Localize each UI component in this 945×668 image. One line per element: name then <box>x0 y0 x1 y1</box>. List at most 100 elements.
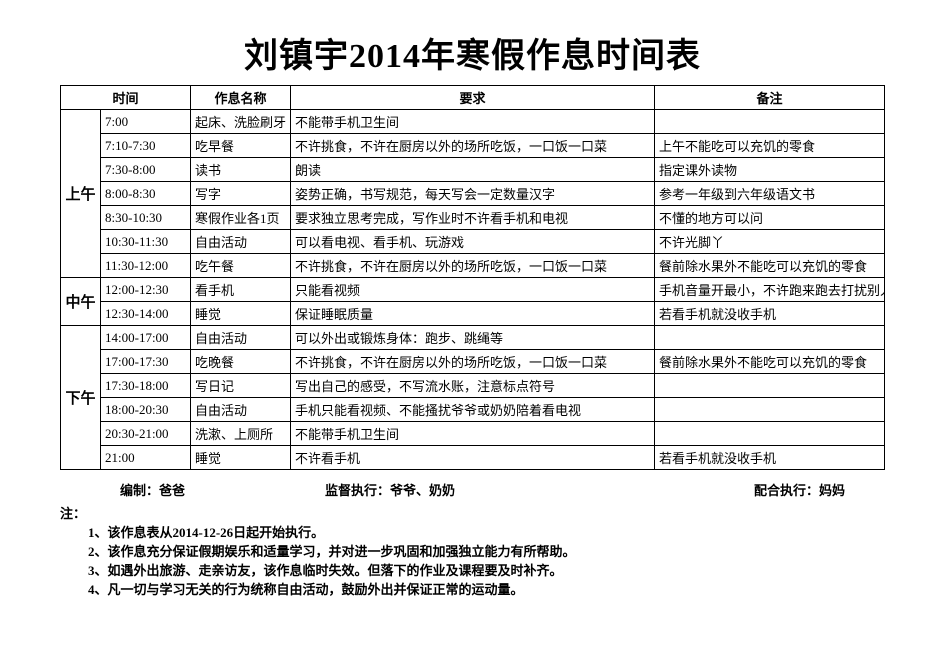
col-note: 备注 <box>655 86 885 110</box>
col-req: 要求 <box>291 86 655 110</box>
supervisor-value: 爷爷、奶奶 <box>390 483 455 498</box>
editor-value: 爸爸 <box>159 483 185 498</box>
period-cell: 上午 <box>61 110 101 278</box>
table-header-row: 时间 作息名称 要求 备注 <box>61 86 885 110</box>
name-cell: 睡觉 <box>191 446 291 470</box>
name-cell: 自由活动 <box>191 230 291 254</box>
time-cell: 11:30-12:00 <box>101 254 191 278</box>
note-cell <box>655 422 885 446</box>
table-row: 12:30-14:00睡觉保证睡眠质量若看手机就没收手机 <box>61 302 885 326</box>
req-cell: 手机只能看视频、不能搔扰爷爷或奶奶陪着看电视 <box>291 398 655 422</box>
table-row: 17:30-18:00写日记写出自己的感受，不写流水账，注意标点符号 <box>61 374 885 398</box>
note-cell: 参考一年级到六年级语文书 <box>655 182 885 206</box>
name-cell: 吃晚餐 <box>191 350 291 374</box>
note-cell <box>655 398 885 422</box>
note-cell: 餐前除水果外不能吃可以充饥的零食 <box>655 350 885 374</box>
name-cell: 看手机 <box>191 278 291 302</box>
note-cell: 不许光脚丫 <box>655 230 885 254</box>
req-cell: 不能带手机卫生间 <box>291 110 655 134</box>
table-row: 8:00-8:30写字姿势正确，书写规范，每天写会一定数量汉字参考一年级到六年级… <box>61 182 885 206</box>
note-cell <box>655 326 885 350</box>
time-cell: 8:30-10:30 <box>101 206 191 230</box>
req-cell: 写出自己的感受，不写流水账，注意标点符号 <box>291 374 655 398</box>
req-cell: 要求独立思考完成，写作业时不许看手机和电视 <box>291 206 655 230</box>
table-row: 18:00-20:30自由活动手机只能看视频、不能搔扰爷爷或奶奶陪着看电视 <box>61 398 885 422</box>
note-cell: 若看手机就没收手机 <box>655 302 885 326</box>
table-row: 下午14:00-17:00自由活动可以外出或锻炼身体：跑步、跳绳等 <box>61 326 885 350</box>
name-cell: 洗漱、上厕所 <box>191 422 291 446</box>
table-row: 7:10-7:30吃早餐不许挑食，不许在厨房以外的场所吃饭，一口饭一口菜上午不能… <box>61 134 885 158</box>
table-row: 10:30-11:30自由活动可以看电视、看手机、玩游戏不许光脚丫 <box>61 230 885 254</box>
note-cell: 手机音量开最小，不许跑来跑去打扰别人 <box>655 278 885 302</box>
note-cell <box>655 374 885 398</box>
req-cell: 不许挑食，不许在厨房以外的场所吃饭，一口饭一口菜 <box>291 254 655 278</box>
name-cell: 吃早餐 <box>191 134 291 158</box>
editor-label: 编制： <box>120 483 159 498</box>
period-cell: 下午 <box>61 326 101 470</box>
page-title: 刘镇宇2014年寒假作息时间表 <box>60 28 885 77</box>
assist-label: 配合执行： <box>754 483 819 498</box>
supervisor-segment: 监督执行：爷爷、奶奶 <box>325 480 455 499</box>
name-cell: 写字 <box>191 182 291 206</box>
table-row: 上午7:00起床、洗脸刷牙不能带手机卫生间 <box>61 110 885 134</box>
page: 刘镇宇2014年寒假作息时间表 时间 作息名称 要求 备注 上午7:00起床、洗… <box>0 0 945 668</box>
note-line: 1、该作息表从2014-12-26日起开始执行。 <box>88 522 885 541</box>
name-cell: 读书 <box>191 158 291 182</box>
req-cell: 只能看视频 <box>291 278 655 302</box>
req-cell: 不许挑食，不许在厨房以外的场所吃饭，一口饭一口菜 <box>291 350 655 374</box>
note-cell: 若看手机就没收手机 <box>655 446 885 470</box>
table-row: 21:00睡觉不许看手机若看手机就没收手机 <box>61 446 885 470</box>
time-cell: 12:30-14:00 <box>101 302 191 326</box>
note-cell: 上午不能吃可以充饥的零食 <box>655 134 885 158</box>
name-cell: 睡觉 <box>191 302 291 326</box>
col-time: 时间 <box>61 86 191 110</box>
time-cell: 20:30-21:00 <box>101 422 191 446</box>
name-cell: 寒假作业各1页 <box>191 206 291 230</box>
note-cell: 不懂的地方可以问 <box>655 206 885 230</box>
name-cell: 起床、洗脸刷牙 <box>191 110 291 134</box>
req-cell: 不许看手机 <box>291 446 655 470</box>
note-cell: 餐前除水果外不能吃可以充饥的零食 <box>655 254 885 278</box>
table-row: 8:30-10:30寒假作业各1页要求独立思考完成，写作业时不许看手机和电视不懂… <box>61 206 885 230</box>
table-row: 17:00-17:30吃晚餐不许挑食，不许在厨房以外的场所吃饭，一口饭一口菜餐前… <box>61 350 885 374</box>
time-cell: 14:00-17:00 <box>101 326 191 350</box>
req-cell: 不许挑食，不许在厨房以外的场所吃饭，一口饭一口菜 <box>291 134 655 158</box>
table-row: 7:30-8:00读书朗读指定课外读物 <box>61 158 885 182</box>
col-name: 作息名称 <box>191 86 291 110</box>
notes-block: 注： 1、该作息表从2014-12-26日起开始执行。2、该作息充分保证假期娱乐… <box>60 503 885 598</box>
req-cell: 朗读 <box>291 158 655 182</box>
time-cell: 18:00-20:30 <box>101 398 191 422</box>
note-line: 4、凡一切与学习无关的行为统称自由活动，鼓励外出并保证正常的运动量。 <box>88 579 885 598</box>
name-cell: 吃午餐 <box>191 254 291 278</box>
req-cell: 可以外出或锻炼身体：跑步、跳绳等 <box>291 326 655 350</box>
req-cell: 姿势正确，书写规范，每天写会一定数量汉字 <box>291 182 655 206</box>
time-cell: 7:30-8:00 <box>101 158 191 182</box>
table-row: 中午12:00-12:30看手机只能看视频手机音量开最小，不许跑来跑去打扰别人 <box>61 278 885 302</box>
name-cell: 自由活动 <box>191 326 291 350</box>
assist-segment: 配合执行：妈妈 <box>754 480 845 499</box>
req-cell: 不能带手机卫生间 <box>291 422 655 446</box>
supervisor-label: 监督执行： <box>325 483 390 498</box>
note-cell <box>655 110 885 134</box>
time-cell: 7:10-7:30 <box>101 134 191 158</box>
time-cell: 7:00 <box>101 110 191 134</box>
footer-line: 编制：爸爸 监督执行：爷爷、奶奶 配合执行：妈妈 <box>60 480 885 499</box>
schedule-table: 时间 作息名称 要求 备注 上午7:00起床、洗脸刷牙不能带手机卫生间7:10-… <box>60 85 885 470</box>
note-line: 3、如遇外出旅游、走亲访友，该作息临时失效。但落下的作业及课程要及时补齐。 <box>88 560 885 579</box>
req-cell: 保证睡眠质量 <box>291 302 655 326</box>
time-cell: 10:30-11:30 <box>101 230 191 254</box>
time-cell: 8:00-8:30 <box>101 182 191 206</box>
note-line: 2、该作息充分保证假期娱乐和适量学习，并对进一步巩固和加强独立能力有所帮助。 <box>88 541 885 560</box>
period-cell: 中午 <box>61 278 101 326</box>
notes-label: 注： <box>60 503 885 522</box>
time-cell: 17:30-18:00 <box>101 374 191 398</box>
time-cell: 17:00-17:30 <box>101 350 191 374</box>
table-row: 20:30-21:00洗漱、上厕所不能带手机卫生间 <box>61 422 885 446</box>
req-cell: 可以看电视、看手机、玩游戏 <box>291 230 655 254</box>
editor-segment: 编制：爸爸 <box>120 480 185 499</box>
name-cell: 自由活动 <box>191 398 291 422</box>
name-cell: 写日记 <box>191 374 291 398</box>
assist-value: 妈妈 <box>819 483 845 498</box>
time-cell: 21:00 <box>101 446 191 470</box>
table-row: 11:30-12:00吃午餐不许挑食，不许在厨房以外的场所吃饭，一口饭一口菜餐前… <box>61 254 885 278</box>
